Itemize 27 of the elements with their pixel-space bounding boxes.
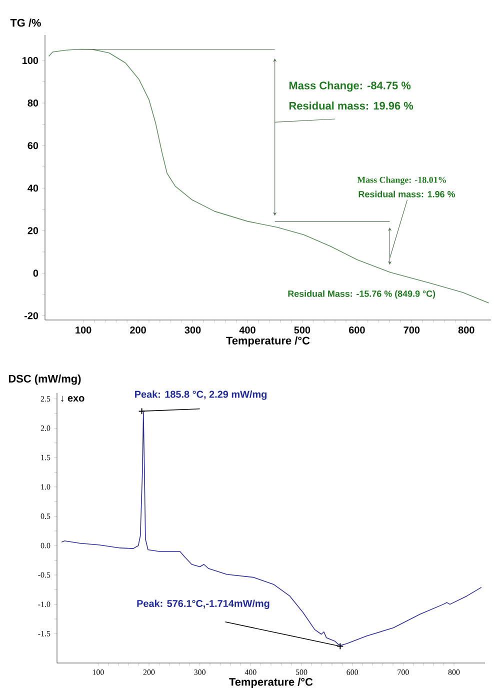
y-tick-label: 60: [28, 142, 38, 150]
annotation: Mass Change: -84.75 %: [289, 81, 411, 92]
x-axis-title: Temperature /°C: [229, 678, 313, 688]
annotation: Mass Change: -18.01%: [357, 176, 446, 185]
x-tick-label: 100: [76, 326, 92, 334]
x-tick-label: 600: [348, 326, 365, 334]
annotation: Residual Mass: -15.76 % (849.9 °C): [288, 290, 436, 299]
y-tick-label: -20: [24, 312, 38, 320]
x-tick-label: 200: [130, 326, 146, 334]
y-tick-label: 0: [33, 270, 38, 277]
annotation: ↓ exo: [61, 396, 84, 402]
x-tick-label: 800: [458, 326, 474, 334]
y-axis-title: DSC (mW/mg): [8, 374, 81, 385]
x-axis-title: Temperature /°C: [226, 336, 310, 347]
x-tick-label: 400: [239, 326, 256, 334]
annotation: Residual mass: 1.96 %: [358, 190, 455, 198]
x-tick-label: 300: [184, 326, 201, 334]
y-axis-title: TG /%: [10, 18, 41, 27]
y-tick-label: 100: [22, 56, 38, 64]
y-tick-label: 20: [28, 227, 38, 234]
annotation: Peak: 576.1°C,-1.714mW/mg: [137, 600, 270, 610]
annotation: Residual mass: 19.96 %: [289, 102, 414, 110]
y-tick-label: 80: [28, 100, 38, 107]
y-tick-label: 40: [28, 184, 38, 192]
x-tick-label: 500: [294, 326, 310, 334]
x-tick-label: 700: [404, 326, 420, 334]
annotation: Peak: 185.8 °C, 2.29 mW/mg: [135, 390, 266, 400]
